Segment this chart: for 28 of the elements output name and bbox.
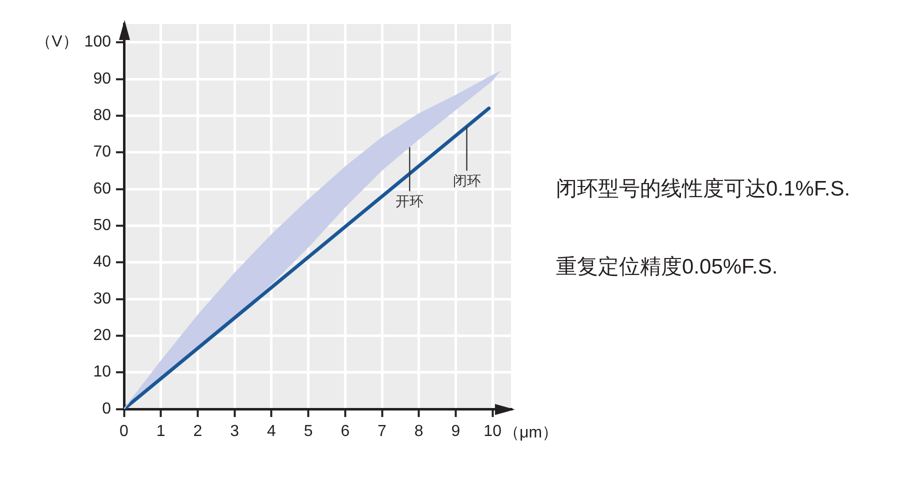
x-tick-label: 8 [414,423,424,440]
x-tick-label: 5 [304,423,313,440]
y-axis-title: （V） [36,34,78,51]
y-tick-label: 50 [93,217,112,234]
x-axis-title: （μm） [503,424,558,442]
y-tick-label: 100 [84,34,112,51]
annotation: 开环 [396,193,424,210]
y-tick-label: 80 [93,107,112,124]
x-tick-label: 7 [378,423,387,440]
x-tick-label: 0 [120,423,129,440]
x-tick-label: 6 [340,423,350,440]
y-tick-label: 40 [93,254,112,271]
x-tick-label: 10 [484,423,502,440]
y-tick-label: 0 [102,400,112,418]
x-tick-label: 9 [451,423,460,440]
y-tick-label: 10 [93,364,112,381]
y-tick-label: 20 [93,327,112,344]
x-tick-label: 2 [193,423,202,440]
x-tick-label: 1 [156,423,166,440]
y-tick-label: 90 [93,70,112,88]
annotation: 闭环 [452,172,481,189]
text: 闭环型号的线性度可达0.1%F.S. [556,177,850,200]
y-tick-label: 30 [93,290,112,308]
y-tick-label: 70 [93,144,112,161]
x-tick-label: 4 [266,423,276,440]
y-tick-label: 60 [93,180,112,198]
x-tick-label: 3 [230,423,240,440]
text: 重复定位精度0.05%F.S. [556,255,778,278]
